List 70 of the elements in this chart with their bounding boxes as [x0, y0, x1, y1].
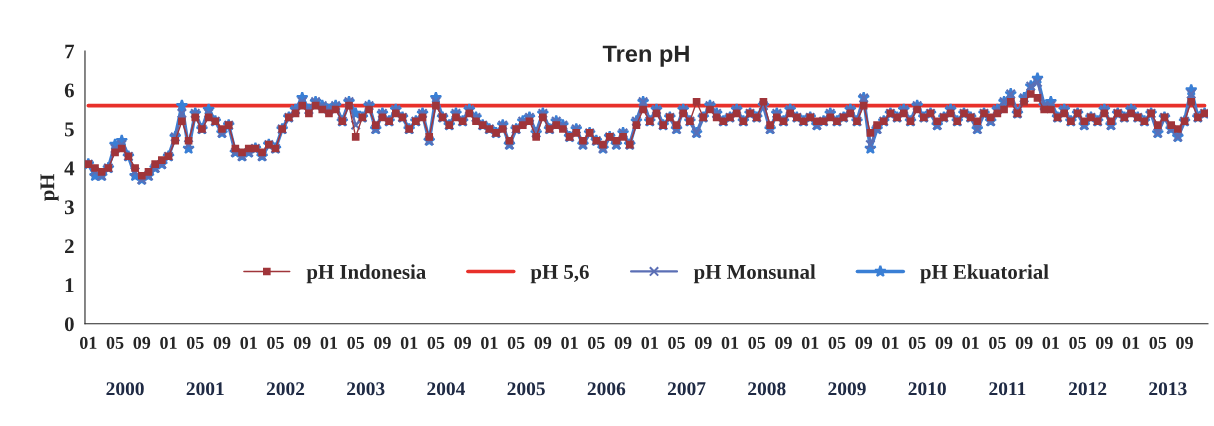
- x-tick-label: 05: [587, 336, 605, 349]
- legend-label: pH 5,6: [530, 264, 589, 284]
- chart-title: Tren pH: [602, 45, 689, 67]
- text: 2005: [507, 382, 545, 396]
- x-tick-label: 05: [186, 336, 204, 349]
- x-tick-label: 05: [828, 336, 846, 349]
- text: 2012: [1068, 382, 1107, 396]
- x-tick-label: 09: [293, 336, 311, 349]
- x-tick-label: 01: [801, 336, 819, 349]
- x-tick-label: 09: [694, 336, 712, 349]
- x-tick-label: 09: [935, 336, 953, 349]
- x-tick-label: 01: [1042, 336, 1059, 349]
- x-tick-label: 05: [989, 336, 1006, 349]
- y-tick-label: 7: [65, 44, 75, 59]
- x-tick-label: 01: [160, 336, 177, 349]
- x-tick-label: 05: [1069, 336, 1086, 349]
- x-tick-label: 05: [908, 336, 926, 349]
- x-tick-label: 01: [1122, 336, 1140, 349]
- x-tick-label: 01: [320, 336, 338, 349]
- x-tick-label: 05: [668, 336, 685, 349]
- x-tick-label: 09: [534, 336, 552, 349]
- x-tick-label: 05: [347, 336, 365, 349]
- text: 2004: [427, 382, 466, 396]
- x-tick-label: 05: [267, 336, 284, 349]
- x-tick-label: 05: [507, 336, 525, 349]
- x-tick-label: 09: [1015, 336, 1033, 349]
- text: 2006: [587, 382, 626, 396]
- y-tick-label: 0: [64, 317, 74, 332]
- x-tick-label: 01: [240, 336, 257, 349]
- text: 2013: [1149, 382, 1187, 396]
- x-tick-label: 05: [1149, 336, 1167, 349]
- y-tick-label: 3: [64, 200, 74, 215]
- y-tick-label: 5: [64, 122, 74, 137]
- x-tick-label: 01: [481, 336, 498, 349]
- y-tick-label: 2: [65, 239, 74, 254]
- x-tick-label: 05: [427, 336, 445, 349]
- y-tick-label: 4: [64, 161, 75, 176]
- x-tick-label: 09: [213, 336, 231, 349]
- x-tick-label: 01: [400, 336, 418, 349]
- x-tick-label: 09: [775, 336, 792, 349]
- x-tick-label: 09: [133, 336, 151, 349]
- y-axis-title: pH: [40, 173, 59, 202]
- legend-label: pH Ekuatorial: [920, 264, 1049, 284]
- text: 2007: [667, 382, 706, 396]
- x-tick-label: 01: [79, 336, 97, 349]
- x-tick-label: 05: [106, 336, 124, 349]
- x-tick-label: 01: [962, 336, 979, 349]
- x-tick-label: 09: [1095, 336, 1113, 349]
- text: 2009: [828, 382, 866, 396]
- text: 2011: [989, 382, 1026, 396]
- x-tick-label: 09: [454, 336, 472, 349]
- x-tick-label: 09: [374, 336, 391, 349]
- text: 2008: [748, 382, 786, 396]
- x-tick-label: 09: [855, 336, 873, 349]
- text: 2010: [908, 382, 946, 396]
- x-tick-label: 01: [641, 336, 658, 349]
- text: 2003: [347, 382, 385, 396]
- x-tick-label: 01: [882, 336, 899, 349]
- legend-label: pH Monsunal: [693, 264, 816, 284]
- text: 2001: [186, 382, 224, 396]
- x-tick-label: 09: [614, 336, 632, 349]
- y-tick-label: 1: [65, 278, 74, 293]
- x-tick-label: 05: [748, 336, 766, 349]
- text: 2002: [266, 382, 305, 396]
- legend-label: pH Indonesia: [306, 264, 426, 284]
- x-tick-label: 09: [1176, 336, 1193, 349]
- y-tick-label: 6: [64, 83, 74, 98]
- x-tick-label: 01: [561, 336, 578, 349]
- text: 2000: [106, 382, 144, 396]
- x-tick-label: 01: [721, 336, 739, 349]
